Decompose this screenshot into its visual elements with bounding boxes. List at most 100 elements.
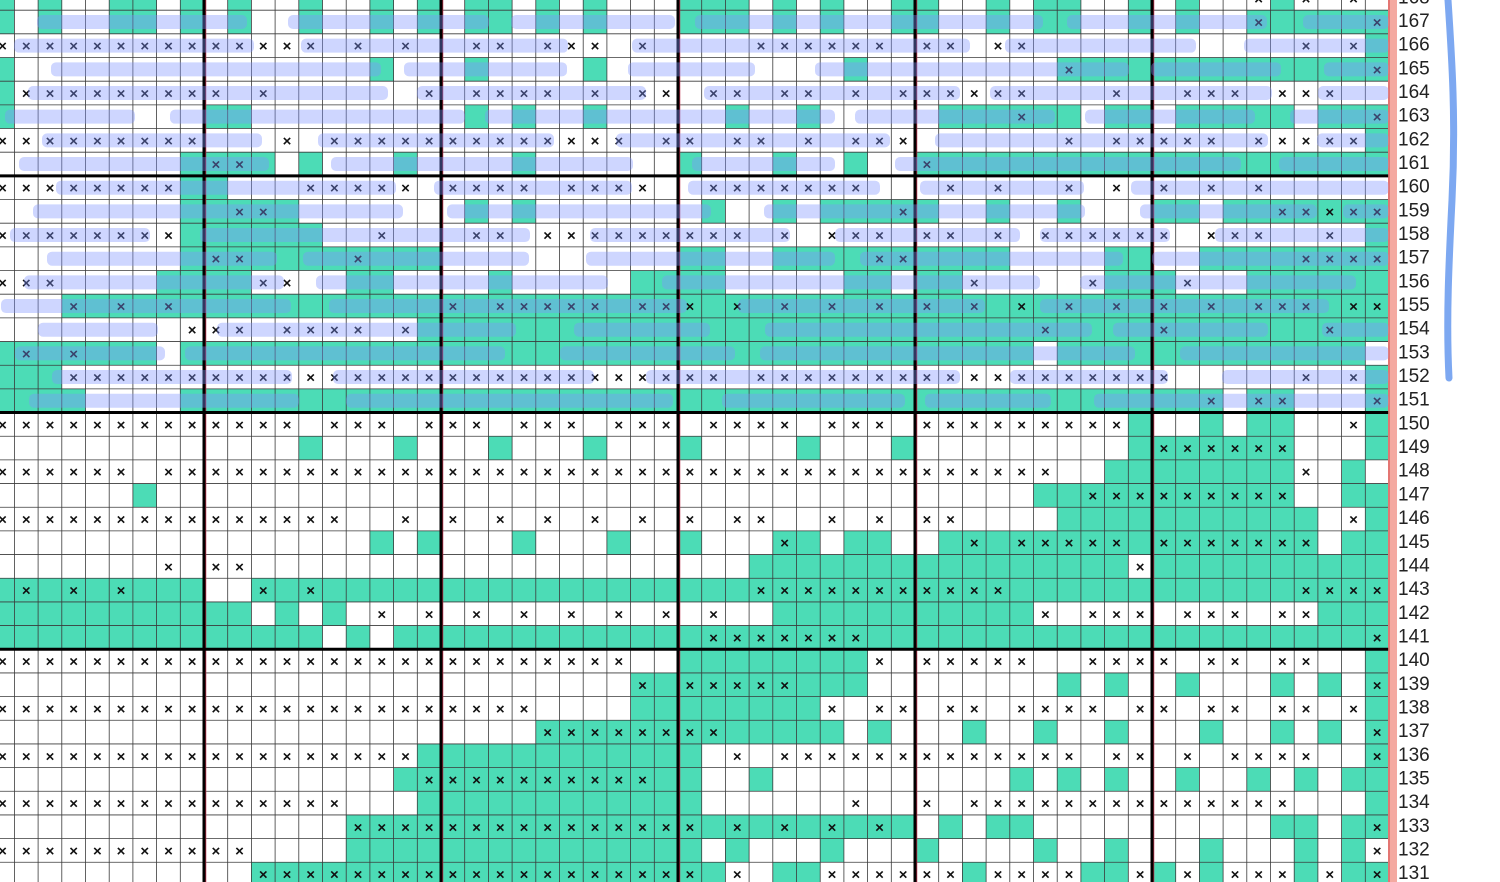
cell <box>1365 696 1389 721</box>
cross-mark: × <box>46 228 55 245</box>
cell <box>535 10 560 34</box>
cell <box>986 199 1010 224</box>
cell <box>1365 57 1389 82</box>
cross-mark: × <box>709 228 718 245</box>
cell <box>204 270 228 295</box>
pink-marker-band <box>1388 0 1397 882</box>
cell <box>1128 578 1152 602</box>
cell <box>1270 199 1295 224</box>
cell <box>986 601 1010 626</box>
cell <box>1246 104 1271 129</box>
cross-mark: × <box>164 180 173 197</box>
cross-mark: × <box>662 370 671 387</box>
cell <box>1175 341 1200 366</box>
cross-mark: × <box>330 701 339 718</box>
cell <box>986 554 1010 579</box>
cell <box>1317 270 1342 295</box>
cell <box>322 862 347 882</box>
cell <box>891 341 915 366</box>
cross-mark: × <box>164 38 173 55</box>
cell <box>417 341 441 366</box>
cell <box>962 341 987 366</box>
cell <box>1341 862 1366 882</box>
cell <box>749 696 773 721</box>
cell <box>583 814 607 839</box>
cross-mark: × <box>164 417 173 434</box>
cross-mark: × <box>69 133 78 150</box>
cross-mark: × <box>994 748 1003 765</box>
cross-mark: × <box>22 464 31 481</box>
cross-mark: × <box>164 299 173 316</box>
cell <box>1317 10 1342 34</box>
cross-mark: × <box>354 38 363 55</box>
highlight-stroke <box>28 86 388 101</box>
cross-mark: × <box>757 370 766 387</box>
cross-mark: × <box>306 701 315 718</box>
cell <box>369 0 394 11</box>
cell <box>1104 294 1129 318</box>
cross-mark: × <box>851 867 860 882</box>
cell <box>678 649 702 673</box>
cross-mark: × <box>1041 228 1050 245</box>
cell <box>867 341 892 366</box>
cell <box>701 270 726 295</box>
cell <box>488 625 513 650</box>
cross-mark: × <box>188 748 197 765</box>
cell <box>38 341 62 366</box>
cross-mark: × <box>970 464 979 481</box>
cell <box>701 814 726 839</box>
cell <box>938 554 963 579</box>
cross-mark: × <box>709 677 718 694</box>
cross-mark: × <box>306 583 315 600</box>
cell <box>1270 10 1295 34</box>
cell <box>488 10 513 34</box>
cross-mark: × <box>591 228 600 245</box>
cross-mark: × <box>875 299 884 316</box>
highlight-stroke <box>738 299 985 314</box>
cell <box>1341 152 1366 176</box>
cell <box>1294 814 1318 839</box>
cell <box>417 767 441 792</box>
row-labels: 1681671661651641631621611601591581571561… <box>1398 0 1430 882</box>
cell <box>1152 507 1176 531</box>
cell <box>488 767 513 792</box>
cell <box>275 601 299 626</box>
cell <box>0 0 15 11</box>
cell <box>1341 10 1366 34</box>
cell <box>1270 578 1295 602</box>
cross-mark: × <box>306 512 315 529</box>
cell <box>535 838 560 863</box>
row-label: 136 <box>1398 745 1430 766</box>
cross-mark: × <box>1278 133 1287 150</box>
cell <box>1175 767 1200 792</box>
cell <box>1033 554 1058 579</box>
cell <box>606 625 631 650</box>
cell <box>1057 341 1081 366</box>
cell <box>1152 294 1176 318</box>
cell <box>1341 838 1366 863</box>
cross-mark: × <box>496 86 505 103</box>
cell <box>962 246 987 271</box>
cross-mark: × <box>211 796 220 813</box>
cross-mark: × <box>520 701 529 718</box>
cell <box>772 625 797 650</box>
cell <box>1341 601 1366 626</box>
cross-mark: × <box>306 654 315 671</box>
cell <box>772 696 797 721</box>
cross-mark: × <box>1017 86 1026 103</box>
cross-mark: × <box>425 867 434 882</box>
cross-mark: × <box>591 299 600 316</box>
cross-mark: × <box>828 299 837 316</box>
cell <box>701 246 726 271</box>
highlight-stroke <box>316 275 608 290</box>
cross-mark: × <box>22 701 31 718</box>
cell <box>417 814 441 839</box>
cell <box>1033 720 1058 744</box>
cross-mark: × <box>448 512 457 529</box>
highlight-stroke <box>200 228 530 243</box>
cross-mark: × <box>899 583 908 600</box>
cross-mark: × <box>1373 583 1382 600</box>
cell <box>820 625 844 650</box>
cell <box>725 341 750 366</box>
cell <box>843 388 868 413</box>
